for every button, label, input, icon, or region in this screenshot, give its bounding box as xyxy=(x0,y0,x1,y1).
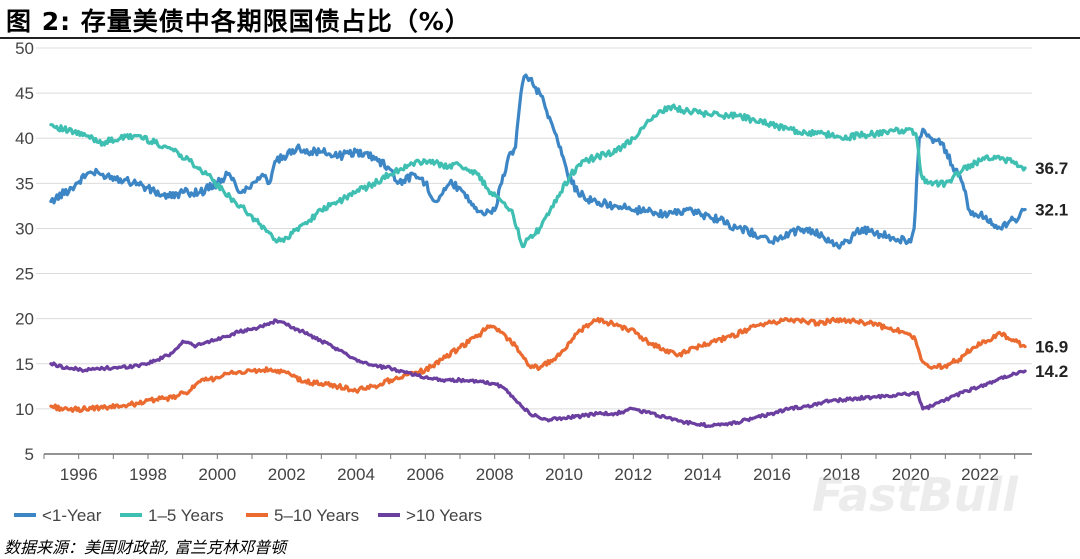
watermark-logo: FastBull xyxy=(812,468,1018,522)
y-tick-label: 50 xyxy=(15,39,34,58)
line-chart: 50 45 40 35 30 25 20 15 10 5 1996 1998 2000 2002 2004… xyxy=(14,39,1068,525)
series-line-3 xyxy=(49,318,1027,429)
series-lines xyxy=(49,73,1027,429)
x-tick-label: 2010 xyxy=(545,465,583,484)
end-labels: 32.1 36.7 16.9 14.2 xyxy=(1035,159,1068,381)
end-value-label: 14.2 xyxy=(1035,362,1068,381)
x-tick-label: 2000 xyxy=(198,465,236,484)
x-tick-label: 2012 xyxy=(614,465,652,484)
series-line-0 xyxy=(49,73,1027,250)
x-tick-label: 1998 xyxy=(129,465,167,484)
legend: <1-Year 1–5 Years 5–10 Years >10 Years xyxy=(14,506,482,525)
figure-title: 图 2: 存量美债中各期限国债占比（%） xyxy=(6,7,471,36)
x-axis-ticks: 1996 1998 2000 2002 2004 2006 2008 2010 2012 2014… xyxy=(43,453,1032,484)
x-tick-label: 2002 xyxy=(268,465,306,484)
y-tick-label: 20 xyxy=(15,310,34,329)
legend-label: 1–5 Years xyxy=(148,506,224,525)
y-axis-ticks: 50 45 40 35 30 25 20 15 10 5 xyxy=(15,39,34,464)
gridlines xyxy=(36,47,1032,410)
legend-label: 5–10 Years xyxy=(274,506,359,525)
y-tick-label: 25 xyxy=(15,265,34,284)
x-tick-label: 2008 xyxy=(476,465,514,484)
series-line-1 xyxy=(49,103,1027,249)
y-tick-label: 15 xyxy=(15,355,34,374)
end-value-label: 16.9 xyxy=(1035,338,1068,357)
x-tick-label: 2006 xyxy=(406,465,444,484)
x-tick-label: 2022 xyxy=(961,465,999,484)
end-value-label: 32.1 xyxy=(1035,200,1068,219)
y-tick-label: 40 xyxy=(15,129,34,148)
legend-label: <1-Year xyxy=(42,506,102,525)
end-value-label: 36.7 xyxy=(1035,159,1068,178)
y-tick-label: 5 xyxy=(25,445,34,464)
y-tick-label: 30 xyxy=(15,219,34,238)
x-tick-label: 1996 xyxy=(60,465,98,484)
series-line-2 xyxy=(49,316,1027,414)
x-tick-label: 2016 xyxy=(753,465,791,484)
x-tick-label: 2018 xyxy=(822,465,860,484)
x-tick-label: 2020 xyxy=(892,465,930,484)
y-tick-label: 45 xyxy=(15,84,34,103)
x-tick-label: 2004 xyxy=(337,465,375,484)
legend-label: >10 Years xyxy=(406,506,482,525)
x-tick-label: 2014 xyxy=(684,465,722,484)
title-divider xyxy=(0,37,1080,39)
y-tick-label: 10 xyxy=(15,400,34,419)
y-tick-label: 35 xyxy=(15,174,34,193)
source-note: 数据来源：美国财政部, 富兰克林邓普顿 xyxy=(4,538,287,557)
